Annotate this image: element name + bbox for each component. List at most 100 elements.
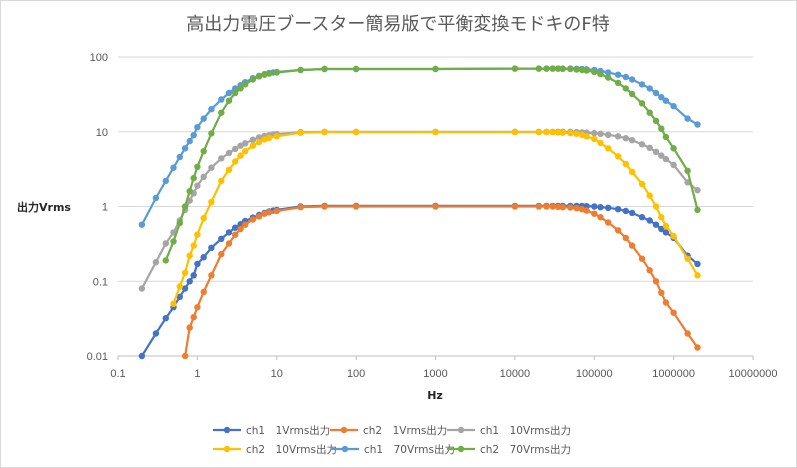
data-point [218,109,225,116]
data-point [646,192,653,199]
series-line [140,130,699,290]
data-point [432,65,439,73]
legend-item: ch1 10Vrms出力 [447,424,571,437]
data-point [352,203,360,210]
data-point [225,89,233,97]
data-point [200,254,207,261]
x-tick-label: 1 [194,368,200,380]
data-point [670,103,677,110]
legend: ch1 1Vrms出力 ch2 1Vrms出力 ch1 10Vrms出力 ch2 10… [213,424,571,456]
data-point [265,209,273,216]
data-point [591,135,598,143]
data-point [658,214,665,221]
series-2 [181,203,701,360]
data-point [208,164,215,171]
x-tick-label: 10 [271,368,283,380]
data-point [255,138,263,146]
legend-label: ch2 10Vrms出力 [246,443,337,456]
data-point [662,133,670,141]
data-point [232,89,239,97]
data-point [638,255,646,262]
y-tick-label: 0.01 [87,351,108,363]
data-point [684,255,691,262]
data-point [297,204,304,211]
data-point [658,225,665,233]
data-point [152,330,160,337]
data-point [138,285,146,292]
data-point [194,182,201,189]
data-point [694,344,701,351]
data-point [208,244,215,251]
data-point [622,135,629,142]
data-point [652,203,660,210]
data-point [249,76,257,83]
data-point [559,129,566,136]
data-point [628,209,636,217]
data-point [549,65,556,72]
data-point [652,278,660,285]
legend-item: ch1 70Vrms出力 [331,443,455,456]
legend-swatch-marker [341,445,349,453]
data-point [567,65,574,73]
data-point [694,260,701,268]
data-point [255,73,263,80]
data-point [543,128,550,136]
x-axis-label: Hz [427,389,443,402]
data-point [194,231,201,238]
data-point [628,168,636,176]
data-point [535,65,542,72]
data-point [321,65,328,73]
data-point [232,158,239,165]
data-point [190,242,197,249]
data-point [628,137,636,144]
data-point [652,117,660,125]
legend-swatch-marker [223,426,231,434]
data-point [432,203,439,210]
legend-item: ch2 10Vrms出力 [213,443,337,456]
data-point [242,221,249,228]
y-tick-label: 1 [102,202,108,214]
data-point [622,207,629,215]
data-point [646,267,653,274]
data-point [352,128,360,136]
data-point [162,257,169,264]
data-point [605,74,612,81]
data-point [658,125,665,132]
data-point [237,85,244,92]
legend-label: ch2 1Vrms出力 [363,424,447,437]
data-point [554,203,562,210]
data-point [622,73,629,81]
data-point [225,166,233,173]
data-point [181,285,189,292]
data-point [694,206,701,214]
legend-swatch-marker [457,426,465,434]
data-point [225,149,233,157]
series-line [172,131,699,305]
data-point [597,70,604,78]
data-point [321,128,328,136]
data-point [232,145,239,153]
data-point [170,164,177,171]
data-point [549,128,556,136]
chart-title: 高出力電圧ブースター簡易版で平衡変換モドキのF特 [186,13,609,35]
y-axis-label: 出力Vrms [17,200,71,214]
data-point [628,242,636,249]
data-point [638,141,646,148]
legend-swatch-marker [457,445,465,453]
data-point [200,288,207,296]
data-point [658,289,665,296]
data-point [614,71,622,78]
data-point [658,94,665,101]
data-point [573,130,580,137]
data-point [170,300,177,307]
data-point [232,224,239,231]
legend-item: ch2 70Vrms出力 [447,443,571,456]
data-point [190,272,197,279]
data-point [597,139,604,147]
data-point [190,132,197,139]
series-6 [162,65,701,264]
data-point [559,204,566,211]
data-point [186,188,193,195]
data-point [273,133,280,140]
data-point [194,124,201,131]
